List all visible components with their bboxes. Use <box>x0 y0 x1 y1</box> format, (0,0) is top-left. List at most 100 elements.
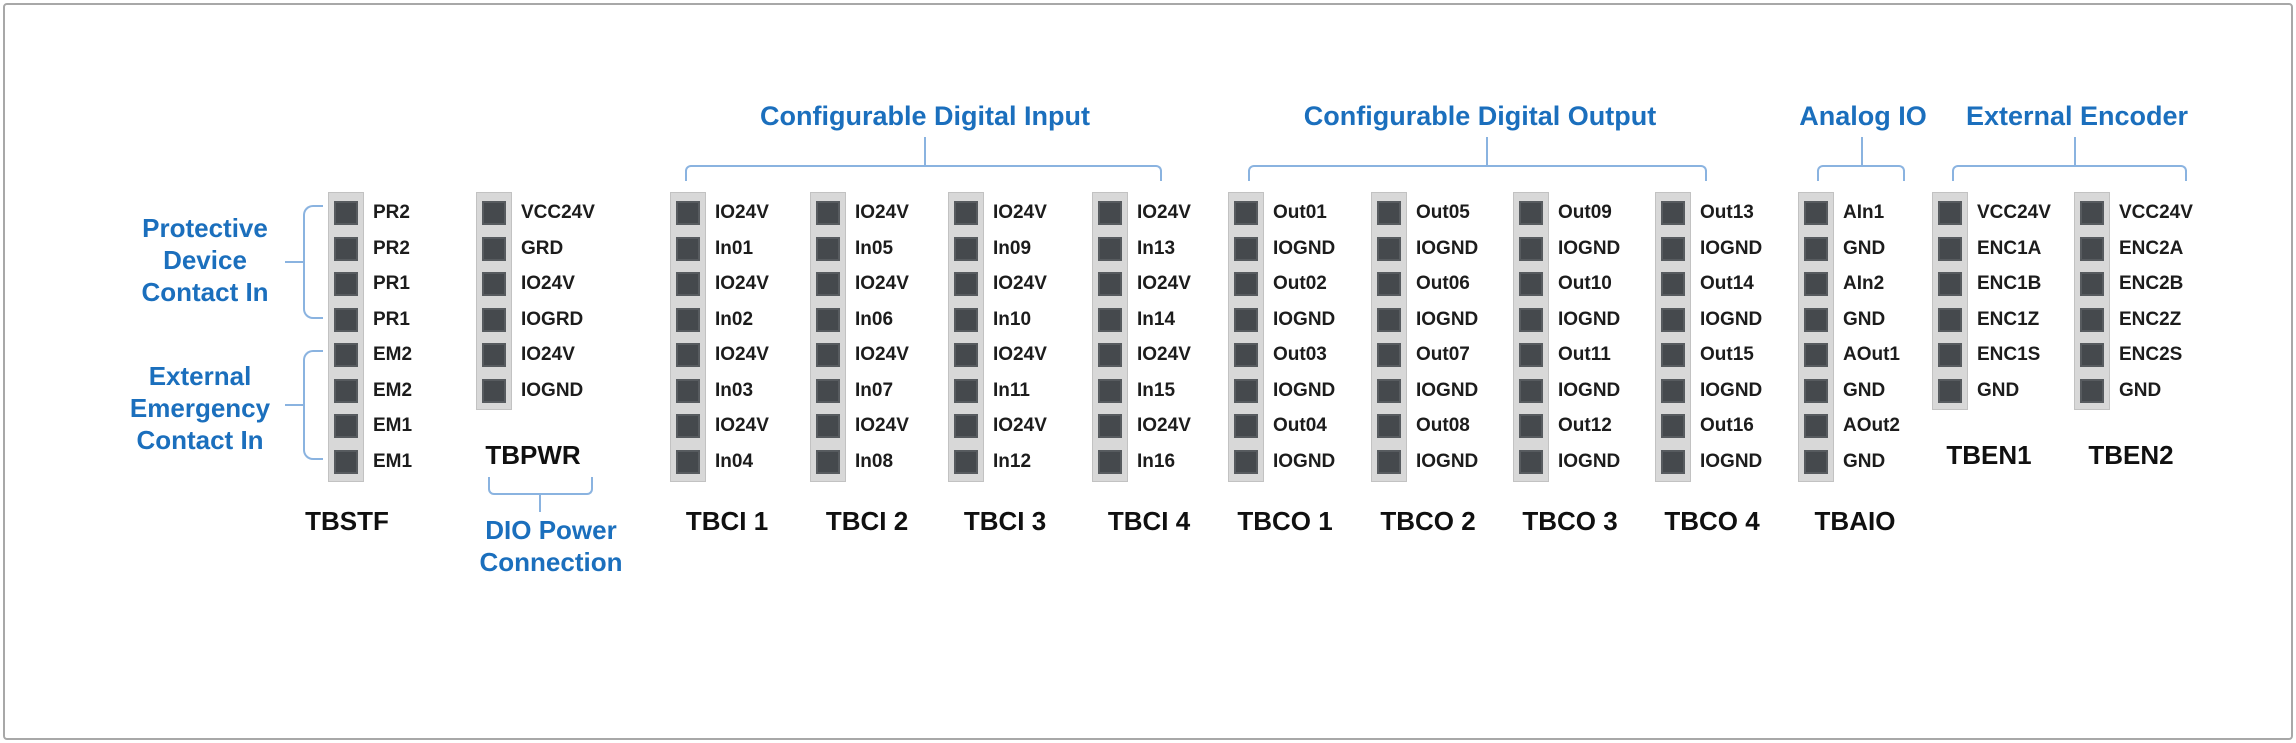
terminal-pin <box>482 201 506 225</box>
caption-stem-dio-power <box>539 495 541 512</box>
pin-label: ENC1B <box>1977 273 2042 294</box>
block-name-tbci-2: TBCI 2 <box>825 506 909 536</box>
pin-label: GND <box>1977 380 2020 401</box>
terminal-pin <box>1234 379 1258 403</box>
pin-label: Out01 <box>1273 202 1327 223</box>
terminal-strip-tbci-2 <box>810 192 846 482</box>
annotation-line: Emergency <box>129 393 271 423</box>
terminal-pin <box>816 201 840 225</box>
terminal-pin <box>482 343 506 367</box>
terminal-strip-tben1 <box>1932 192 1968 410</box>
terminal-strip-tbaio <box>1798 192 1834 482</box>
pin-label: IOGND <box>1558 309 1621 330</box>
terminal-pin <box>1377 272 1401 296</box>
pin-label: In11 <box>993 380 1030 401</box>
pin-label: IOGND <box>1416 238 1479 259</box>
pin-label: Out06 <box>1416 273 1470 294</box>
block-name-tbci-4: TBCI 4 <box>1107 506 1191 536</box>
group-bracket-digital-output <box>1248 165 1707 181</box>
terminal-pin <box>1519 237 1543 261</box>
pin-label: IOGND <box>1558 451 1621 472</box>
pin-label: In03 <box>715 380 754 401</box>
annotation-external-emergency-contact-in: External Emergency Contact In <box>130 360 270 456</box>
pin-label: ENC1A <box>1977 238 2042 259</box>
pin-label: EM1 <box>373 415 413 436</box>
terminal-pin <box>334 201 358 225</box>
terminal-pin <box>1234 201 1258 225</box>
block-name-tben1: TBEN1 <box>1946 440 2032 470</box>
terminal-pin <box>1661 414 1685 438</box>
pin-label: IO24V <box>715 415 769 436</box>
terminal-pin <box>1377 379 1401 403</box>
pin-label: ENC2Z <box>2119 309 2182 330</box>
terminal-pin <box>334 272 358 296</box>
terminal-pin <box>816 450 840 474</box>
pin-label: AOut1 <box>1843 344 1900 365</box>
terminal-strip-tbci-4 <box>1092 192 1128 482</box>
pin-label: In05 <box>855 238 894 259</box>
terminal-pin <box>2080 308 2104 332</box>
pin-label: In09 <box>993 238 1032 259</box>
pin-label: IOGND <box>521 380 584 401</box>
side-bracket-tick <box>285 404 303 406</box>
terminal-pin <box>954 343 978 367</box>
pin-label: In02 <box>715 309 754 330</box>
pin-label: EM2 <box>373 344 413 365</box>
pin-label: Out14 <box>1700 273 1754 294</box>
terminal-pin <box>676 272 700 296</box>
pin-label: GND <box>1843 380 1886 401</box>
pin-label: In01 <box>715 238 754 259</box>
bracket-stem-digital-input <box>924 137 926 165</box>
terminal-strip-tbco-1 <box>1228 192 1264 482</box>
pin-label: IO24V <box>521 344 575 365</box>
block-name-tbco-2: TBCO 2 <box>1380 506 1476 536</box>
terminal-pin <box>1661 308 1685 332</box>
pin-label: In12 <box>993 451 1032 472</box>
bracket-stem-digital-output <box>1486 137 1488 165</box>
terminal-pin <box>1377 201 1401 225</box>
pin-label: IOGRD <box>521 309 584 330</box>
group-bracket-digital-input <box>685 165 1162 181</box>
terminal-pin <box>1804 343 1828 367</box>
terminal-strip-tbci-3 <box>948 192 984 482</box>
pin-label: In08 <box>855 451 894 472</box>
pin-label: Out09 <box>1558 202 1612 223</box>
terminal-pin <box>816 414 840 438</box>
pin-label: GRD <box>521 238 564 259</box>
terminal-pin <box>954 308 978 332</box>
terminal-pin <box>1098 237 1122 261</box>
pin-label: GND <box>2119 380 2162 401</box>
terminal-pin <box>954 379 978 403</box>
terminal-pin <box>1234 237 1258 261</box>
caption-bracket-dio-power <box>488 477 593 495</box>
terminal-pin <box>1377 237 1401 261</box>
terminal-pin <box>334 414 358 438</box>
pin-label: VCC24V <box>2119 202 2193 223</box>
bracket-stem-analog-io <box>1861 137 1863 165</box>
terminal-pin <box>954 450 978 474</box>
block-name-tbco-3: TBCO 3 <box>1522 506 1618 536</box>
terminal-pin <box>334 450 358 474</box>
terminal-strip-tbstf <box>328 192 364 482</box>
pin-label: In06 <box>855 309 894 330</box>
terminal-pin <box>676 237 700 261</box>
pin-label: IOGND <box>1273 238 1336 259</box>
block-name-tbco-1: TBCO 1 <box>1237 506 1333 536</box>
pin-label: IOGND <box>1416 451 1479 472</box>
pin-label: Out04 <box>1273 415 1327 436</box>
pin-label: IO24V <box>993 202 1047 223</box>
terminal-pin <box>816 343 840 367</box>
pin-label: Out12 <box>1558 415 1612 436</box>
terminal-pin <box>816 237 840 261</box>
terminal-pin <box>676 308 700 332</box>
pin-label: IO24V <box>1137 273 1191 294</box>
pin-label: GND <box>1843 309 1886 330</box>
terminal-pin <box>1098 272 1122 296</box>
terminal-pin <box>954 272 978 296</box>
pin-label: Out05 <box>1416 202 1470 223</box>
pin-label: VCC24V <box>521 202 595 223</box>
pin-label: Out16 <box>1700 415 1754 436</box>
group-header-digital-input: Configurable Digital Input <box>760 101 1090 131</box>
terminal-pin <box>2080 237 2104 261</box>
terminal-pin <box>1234 414 1258 438</box>
